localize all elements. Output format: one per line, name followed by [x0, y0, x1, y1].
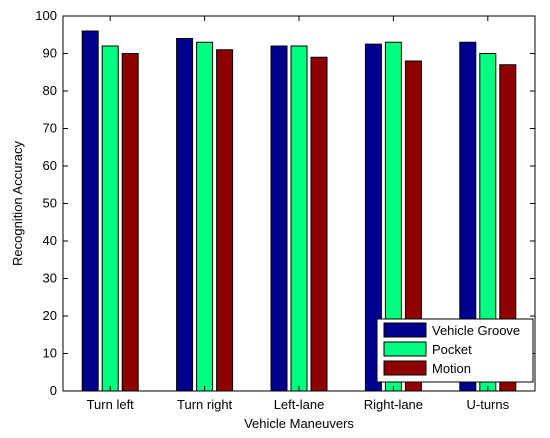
legend-label: Motion — [432, 361, 471, 376]
legend-swatch — [383, 322, 427, 338]
bars-layer — [81, 30, 517, 392]
y-tick-label: 90 — [43, 46, 57, 61]
legend-label: Vehicle Groove — [432, 323, 520, 338]
x-tick-label: Turn right — [177, 397, 233, 412]
bar-motion-turn-right — [216, 49, 234, 392]
x-tick-label: U-turns — [466, 397, 509, 412]
y-tick-label: 20 — [43, 308, 57, 323]
bar-vehicle-groove-left-lane — [270, 45, 288, 392]
y-tick-label: 50 — [43, 196, 57, 211]
y-tick-label: 100 — [35, 8, 57, 23]
y-tick-label: 10 — [43, 346, 57, 361]
bar-vehicle-groove-turn-right — [176, 38, 194, 392]
y-tick-label: 40 — [43, 233, 57, 248]
y-axis-title: Recognition Accuracy — [10, 140, 25, 266]
x-axis-title: Vehicle Maneuvers — [244, 416, 354, 431]
legend: Vehicle Groove Pocket Motion — [376, 318, 534, 383]
x-tick-label: Left-lane — [274, 397, 325, 412]
bar-motion-left-lane — [310, 56, 328, 392]
legend-swatch — [383, 360, 427, 376]
bar-pocket-turn-left — [101, 45, 119, 392]
x-tick-label: Right-lane — [364, 397, 423, 412]
y-axis: 0 10 20 30 40 50 60 70 80 90 100 — [35, 8, 535, 398]
x-tick-label: Turn left — [87, 397, 135, 412]
y-tick-label: 30 — [43, 271, 57, 286]
legend-label: Pocket — [432, 342, 472, 357]
x-axis: Turn left Turn right Left-lane Right-lane U-… — [87, 16, 510, 412]
y-tick-label: 0 — [50, 383, 57, 398]
y-tick-label: 80 — [43, 83, 57, 98]
legend-swatch — [383, 341, 427, 357]
bar-vehicle-groove-turn-left — [81, 30, 99, 392]
bar-motion-turn-left — [121, 53, 139, 392]
bar-pocket-left-lane — [290, 45, 308, 392]
y-tick-label: 70 — [43, 121, 57, 136]
y-tick-label: 60 — [43, 158, 57, 173]
bar-pocket-turn-right — [196, 41, 214, 392]
